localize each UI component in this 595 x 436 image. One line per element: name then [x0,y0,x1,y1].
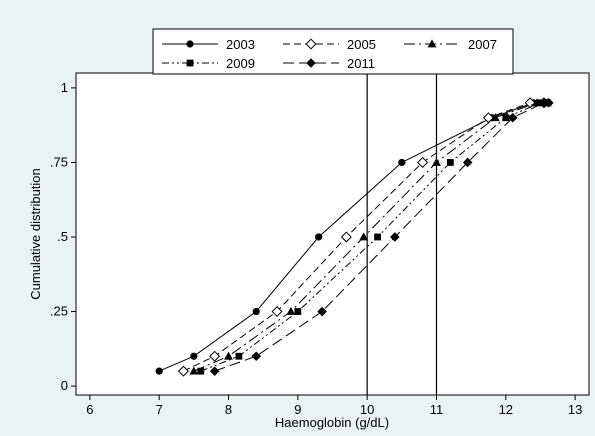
data-point-2011 [317,306,327,317]
x-tick-label: 11 [430,402,444,417]
data-point-2007 [491,113,500,122]
data-point-2009 [446,159,454,166]
data-point-2011 [507,112,518,123]
series-line-2007 [193,102,548,372]
legend-marker-2003 [186,40,194,48]
legend: 2003 2005 2007 2009 2011 [152,28,514,75]
data-point-2005 [177,365,189,377]
x-tick-label: 7 [156,402,163,417]
legend-label-2005: 2005 [347,37,376,52]
data-point-2009 [294,308,302,315]
data-point-2011 [543,98,554,108]
legend-item-2003: 2003 [162,37,255,52]
data-point-2005 [271,306,283,318]
data-point-2003 [155,367,163,375]
x-tick-label: 12 [499,402,513,417]
series-2011 [209,98,554,376]
series-line-2009 [200,102,548,372]
data-point-2009 [374,233,381,241]
y-tick-label: 1 [61,80,68,95]
data-point-2007 [359,232,369,241]
x-tick-label: 8 [225,402,232,417]
legend-marker-2005 [305,38,317,50]
y-tick-label: 0 [61,378,68,393]
legend-marker-2007 [427,39,437,48]
data-point-2005 [417,156,429,168]
legend-box [152,28,514,75]
legend-item-2007: 2007 [404,37,497,52]
legend-item-2005: 2005 [283,37,376,52]
legend-label-2009: 2009 [226,56,255,71]
data-point-2009 [197,367,205,375]
data-point-2003 [190,352,198,360]
legend-label-2003: 2003 [226,37,255,52]
data-point-2011 [209,366,220,376]
y-tick-label: .25 [50,304,68,319]
legend-marker-2009 [186,59,194,67]
legend-label-2011: 2011 [347,56,375,71]
x-tick-label: 6 [86,402,93,417]
data-point-2007 [224,351,233,360]
legend-item-2009: 2009 [162,56,255,71]
x-tick-label: 13 [568,402,582,417]
data-point-2003 [315,233,323,241]
data-point-2007 [286,306,296,315]
series-line-2011 [214,102,549,372]
legend-marker-2011 [306,58,316,68]
data-point-2003 [398,158,406,167]
x-axis-title: Haemoglobin (g/dL) [275,415,389,430]
series-line-2003 [159,102,548,372]
data-point-2009 [235,352,243,360]
legend-label-2007: 2007 [468,37,497,52]
x-tick-label: 9 [294,402,301,417]
axes: 6 7 8 9 10 11 12 13 0 .25 .5 .75 1 [50,73,589,417]
data-point-2011 [462,157,473,168]
legend-item-2011: 2011 [283,56,375,71]
data-point-2011 [539,98,549,108]
series-line-2005 [183,102,544,372]
data-point-2005 [340,231,352,243]
y-tick-label: .75 [50,154,68,169]
data-point-2005 [209,350,221,362]
data-point-2007 [189,366,199,375]
series-layer [155,97,554,377]
plot-area [75,72,590,396]
reference-lines [366,73,438,395]
data-point-2011 [251,351,262,362]
y-tick-label: .5 [57,229,68,244]
data-point-2003 [252,307,260,316]
data-point-2007 [432,157,441,166]
y-axis-title: Cumulative distribution [28,168,43,300]
data-point-2011 [390,232,400,242]
data-point-2009 [502,114,510,122]
x-tick-label: 10 [360,402,374,417]
